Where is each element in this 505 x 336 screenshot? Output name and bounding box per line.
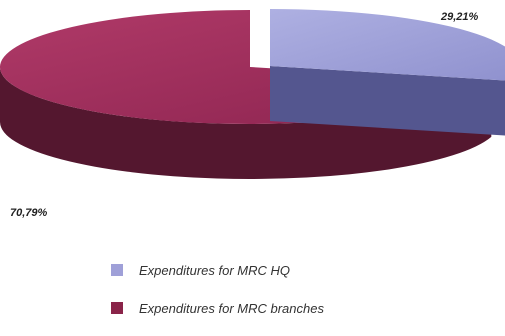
data-label-hq: 29,21% [440,11,479,23]
data-label-branches: 70,79% [10,207,48,219]
pie-slice-hq [270,9,505,136]
legend-label-branches: Expenditures for MRC branches [139,300,324,316]
pie-slice-hq-top [270,9,505,81]
legend: Expenditures for MRC HQ Expenditures for… [111,260,441,336]
pie-slice-branches-side [0,10,492,179]
legend-swatch-hq [111,264,123,276]
legend-item-hq: Expenditures for MRC HQ [111,260,441,280]
legend-item-branches: Expenditures for MRC branches [111,298,441,318]
pie-slice-hq-side [270,66,505,136]
legend-label-hq: Expenditures for MRC HQ [139,262,290,278]
legend-swatch-branches [111,302,123,314]
pie-chart: 29,21% 70,79% [0,9,505,219]
